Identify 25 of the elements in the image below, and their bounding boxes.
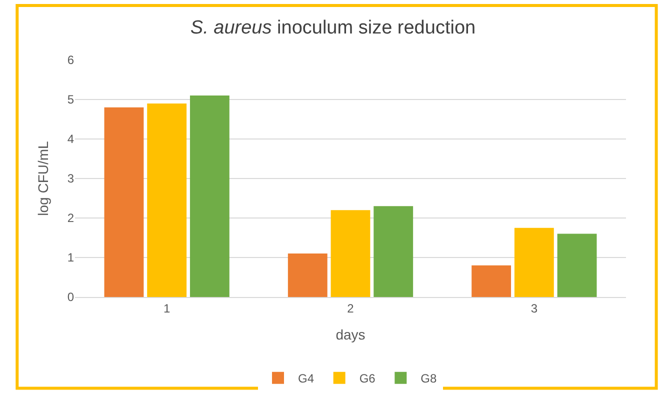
x-axis-title: days <box>336 326 366 343</box>
y-tick-label: 6 <box>67 53 74 68</box>
y-tick-label: 5 <box>67 92 74 107</box>
bar <box>472 265 512 297</box>
bar <box>557 234 597 297</box>
y-tick-label: 3 <box>67 172 74 186</box>
x-tick-label: 1 <box>163 301 170 316</box>
y-axis-title: log CFU/mL <box>34 140 51 216</box>
legend-label: G8 <box>420 372 437 386</box>
y-tick-label: 0 <box>67 290 74 304</box>
bar <box>374 206 414 297</box>
bar <box>514 228 554 297</box>
legend-label: G4 <box>298 372 314 386</box>
x-tick-label: 3 <box>530 301 538 316</box>
bar <box>288 254 328 297</box>
y-tick-label: 4 <box>67 132 74 146</box>
chart-title: S. aureus inoculum size reduction <box>190 18 476 39</box>
bar <box>330 210 370 297</box>
bar <box>147 103 187 297</box>
x-tick-label: 2 <box>347 301 354 316</box>
legend-label: G6 <box>359 372 376 386</box>
y-tick-label: 1 <box>67 250 74 265</box>
bar <box>104 107 144 297</box>
bar <box>190 96 230 297</box>
y-tick-label: 2 <box>67 211 74 226</box>
